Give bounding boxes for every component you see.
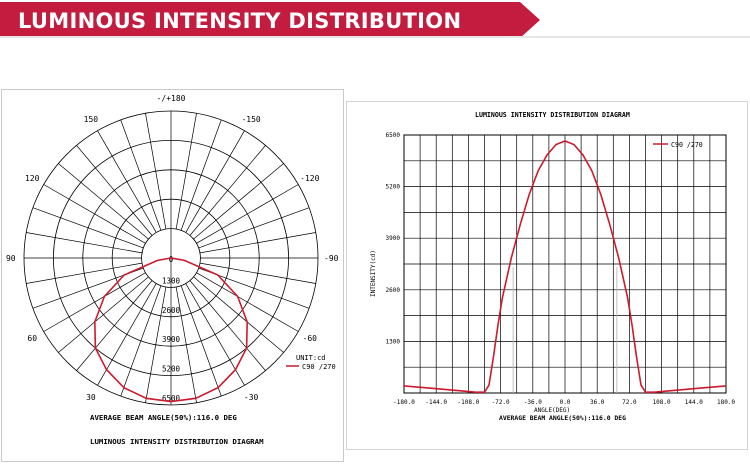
polar-radial-labels: 0 1300 2600 3900 5200 6500 xyxy=(162,255,181,403)
polar-grid xyxy=(23,110,319,406)
banner-background xyxy=(0,2,750,38)
polar-radial-tick-label: 5200 xyxy=(162,365,181,374)
y-axis-label: INTENSITY(cd) xyxy=(370,250,377,297)
polar-radial-tick-label: 3900 xyxy=(162,335,181,344)
polar-angle-label: -150 xyxy=(241,115,260,124)
polar-angle-label: -/+180 xyxy=(157,94,186,103)
banner-ribbon xyxy=(0,2,540,38)
x-tick-label: 72.0 xyxy=(622,399,637,406)
polar-caption: AVERAGE BEAM ANGLE(50%):116.0 DEG xyxy=(90,413,237,422)
polar-chart: -/+180 -150 150 -120 120 -90 90 -60 60 -30 30 0 130… xyxy=(6,94,339,446)
polar-series-curve xyxy=(93,257,249,403)
polar-radial-tick-label: 2600 xyxy=(162,306,181,315)
x-tick-label: 0.0 xyxy=(560,399,571,406)
polar-angle-label: -120 xyxy=(300,174,319,183)
polar-angle-labels: -/+180 -150 150 -120 120 -90 90 -60 60 -30 30 xyxy=(6,94,339,402)
polar-radial-tick-label: 0 xyxy=(169,255,174,264)
x-tick-label: 108.0 xyxy=(653,399,671,406)
y-tick-label: 1300 xyxy=(386,338,401,345)
x-tick-label: 180.0 xyxy=(717,399,735,406)
polar-unit-label: UNIT:cd xyxy=(296,354,326,362)
polar-angle-label: 150 xyxy=(84,115,99,124)
polar-legend-label: C90 /270 xyxy=(302,363,336,371)
line-title: LUMINOUS INTENSITY DISTRIBUTION DIAGRAM xyxy=(475,111,630,119)
y-tick-label: 2600 xyxy=(386,287,401,294)
polar-angle-label: 60 xyxy=(27,334,37,343)
polar-ring xyxy=(82,169,260,347)
polar-title: LUMINOUS INTENSITY DISTRIBUTION DIAGRAM xyxy=(90,437,264,446)
header-banner: LUMINOUS INTENSITY DISTRIBUTION xyxy=(0,0,750,40)
y-tick-labels: 1300 2600 3900 5200 6500 xyxy=(386,132,401,345)
y-tick-label: 5200 xyxy=(386,184,401,191)
polar-chart-panel: -/+180 -150 150 -120 120 -90 90 -60 60 -30 30 0 130… xyxy=(1,89,344,462)
polar-ring xyxy=(111,198,231,318)
x-tick-label: 36.0 xyxy=(590,399,605,406)
line-grid xyxy=(403,134,727,394)
banner-title: LUMINOUS INTENSITY DISTRIBUTION xyxy=(18,9,462,33)
x-axis-label: ANGLE(DEG) xyxy=(534,407,570,414)
x-tick-label: -72.0 xyxy=(492,399,510,406)
line-series-curve xyxy=(403,140,727,393)
polar-angle-label: 30 xyxy=(86,393,96,402)
y-tick-label: 6500 xyxy=(386,132,401,139)
line-chart-panel: LUMINOUS INTENSITY DISTRIBUTION DIAGRAM … xyxy=(346,101,748,450)
polar-angle-label: 120 xyxy=(25,174,40,183)
beam-angle-lines xyxy=(512,266,618,393)
polar-angle-label: -30 xyxy=(244,393,259,402)
x-tick-label: -36.0 xyxy=(524,399,542,406)
line-legend-label: C90 /270 xyxy=(671,141,703,149)
x-tick-label: 144.0 xyxy=(685,399,703,406)
x-tick-labels: -180.0 -144.0 -108.0 -72.0 -36.0 0.0 36.0 72.0 1… xyxy=(393,399,735,406)
polar-radial-tick-label: 6500 xyxy=(162,394,181,403)
polar-ring xyxy=(53,140,289,376)
line-caption: AVERAGE BEAM ANGLE(50%):116.0 DEG xyxy=(499,414,626,422)
x-tick-label: -144.0 xyxy=(425,399,447,406)
x-tick-label: -108.0 xyxy=(458,399,480,406)
polar-angle-label: 90 xyxy=(6,254,16,263)
polar-angle-label: -60 xyxy=(303,334,318,343)
y-tick-label: 3900 xyxy=(386,235,401,242)
x-tick-label: -180.0 xyxy=(393,399,415,406)
line-chart: LUMINOUS INTENSITY DISTRIBUTION DIAGRAM … xyxy=(370,111,735,422)
polar-radial-tick-label: 1300 xyxy=(162,276,181,285)
polar-angle-label: -90 xyxy=(324,254,339,263)
polar-ring xyxy=(141,228,201,288)
polar-ring xyxy=(23,110,319,406)
